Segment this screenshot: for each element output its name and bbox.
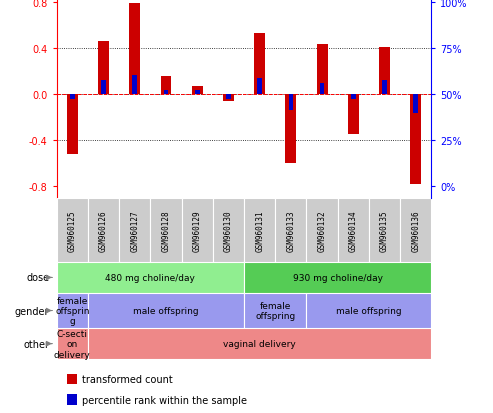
Bar [57,328,88,359]
Bar [88,198,119,262]
Bar [275,198,307,262]
Text: percentile rank within the sample: percentile rank within the sample [82,394,247,405]
Bar [379,48,390,95]
Text: GSM960132: GSM960132 [317,209,326,251]
Bar [351,95,355,100]
Text: GSM960126: GSM960126 [99,209,108,251]
Bar [192,87,203,95]
Bar [226,95,231,100]
Bar [244,198,275,262]
Text: GSM960136: GSM960136 [411,209,420,251]
Text: GSM960125: GSM960125 [68,209,77,251]
Bar [161,77,172,95]
Bar [320,83,324,95]
Bar [244,262,431,293]
Bar [400,198,431,262]
Text: female
offsprin
g: female offsprin g [55,296,90,325]
Bar [257,79,262,95]
Text: GSM960129: GSM960129 [193,209,202,251]
Bar [254,34,265,95]
Text: GSM960131: GSM960131 [255,209,264,251]
Bar [244,293,307,328]
Text: GSM960128: GSM960128 [162,209,171,251]
Text: C-secti
on
delivery: C-secti on delivery [54,329,91,358]
Text: transformed count: transformed count [82,374,173,384]
Text: female
offspring: female offspring [255,301,295,320]
Bar [101,81,106,95]
Text: other: other [23,339,49,349]
Bar [223,95,234,102]
Bar [88,293,244,328]
Bar [133,76,137,95]
Bar [307,198,338,262]
Bar [57,262,244,293]
Bar [288,95,293,111]
Bar [338,198,369,262]
Bar [317,45,327,95]
Bar [348,95,359,135]
Bar [98,42,109,95]
Text: gender: gender [15,306,49,316]
Bar [164,90,168,95]
Bar [195,90,200,95]
Bar [181,198,213,262]
Bar [307,293,431,328]
Text: dose: dose [26,273,49,283]
Text: 930 mg choline/day: 930 mg choline/day [293,273,383,282]
Text: GSM960133: GSM960133 [286,209,295,251]
Bar [70,95,74,100]
Bar [119,198,150,262]
Bar [57,198,88,262]
Text: male offspring: male offspring [133,306,199,315]
Text: male offspring: male offspring [336,306,402,315]
Bar [382,81,387,95]
Bar [369,198,400,262]
Text: GSM960130: GSM960130 [224,209,233,251]
Bar [67,95,78,154]
Bar [414,95,418,113]
Bar [285,95,296,164]
Text: GSM960134: GSM960134 [349,209,358,251]
Text: 480 mg choline/day: 480 mg choline/day [106,273,195,282]
Bar [213,198,244,262]
Bar [150,198,181,262]
Text: GSM960127: GSM960127 [130,209,139,251]
Bar [129,5,140,95]
Text: vaginal delivery: vaginal delivery [223,339,296,348]
Bar [57,293,88,328]
Bar [410,95,421,185]
Text: GSM960135: GSM960135 [380,209,389,251]
